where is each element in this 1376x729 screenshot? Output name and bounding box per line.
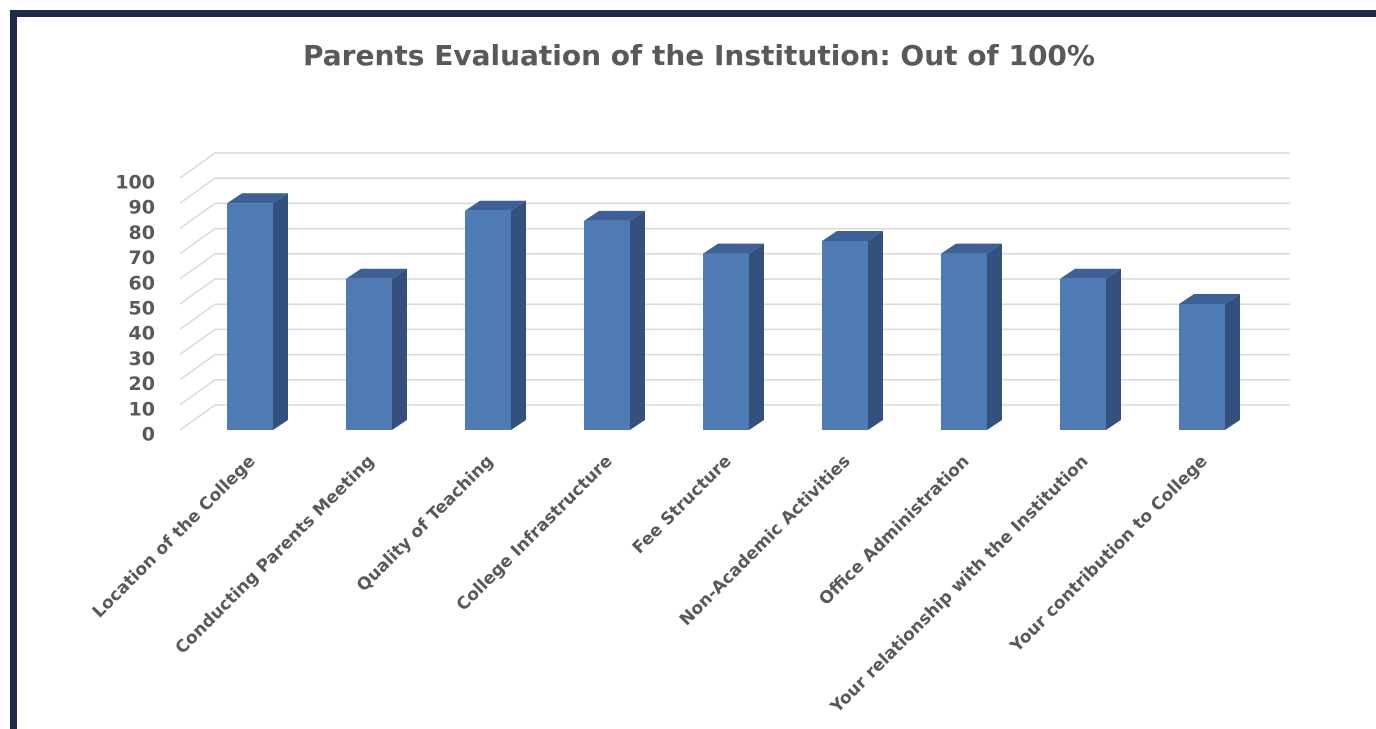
bar-top (465, 200, 526, 211)
y-tick-label: 50 (129, 298, 155, 320)
grid-line (179, 328, 1290, 356)
bar-side (273, 193, 288, 430)
bar-side (868, 231, 883, 430)
frame-top (10, 10, 1376, 17)
grid-line (179, 353, 1290, 381)
bar-top (346, 268, 407, 279)
bar (941, 253, 987, 430)
grid-line (179, 278, 1290, 305)
y-tick-label: 30 (129, 348, 155, 370)
bar-side (392, 268, 407, 430)
bar (227, 203, 273, 430)
bar-top (1060, 268, 1121, 279)
bar (703, 253, 749, 430)
bar-top (1179, 294, 1240, 304)
grid-line (179, 152, 1290, 179)
y-tick-label: 40 (129, 323, 155, 345)
bar-side (630, 210, 645, 430)
bar (465, 210, 511, 430)
grid-line (179, 303, 1290, 330)
y-tick-label: 10 (129, 398, 155, 420)
bar (1060, 278, 1106, 430)
bar-top (941, 243, 1002, 254)
grid-line (179, 379, 1290, 406)
grid-line (179, 404, 1290, 431)
chart-title: Parents Evaluation of the Institution: O… (303, 39, 1095, 72)
bar-side (1225, 294, 1240, 430)
grid-line (179, 177, 1290, 204)
frame-left (10, 10, 17, 729)
bar (346, 278, 392, 430)
y-tick-label: 70 (129, 247, 155, 269)
y-tick-label: 90 (129, 197, 155, 219)
y-tick-label: 20 (129, 373, 155, 395)
bar-side (987, 243, 1002, 430)
bar-side (511, 200, 526, 430)
bar-top (703, 243, 764, 254)
grid-line (179, 227, 1290, 255)
y-tick-label: 0 (142, 424, 155, 446)
grid-line (179, 202, 1290, 230)
bar (1179, 304, 1225, 430)
bar-side (1106, 268, 1121, 430)
bar-top (227, 193, 288, 204)
bar (822, 241, 868, 430)
bar-top (584, 210, 645, 221)
grid-line (179, 253, 1290, 280)
bar (584, 220, 630, 430)
y-tick-label: 80 (129, 222, 155, 244)
bar-side (749, 243, 764, 430)
y-tick-label: 100 (115, 172, 155, 194)
bar-top (822, 231, 883, 241)
y-tick-label: 60 (129, 272, 155, 294)
